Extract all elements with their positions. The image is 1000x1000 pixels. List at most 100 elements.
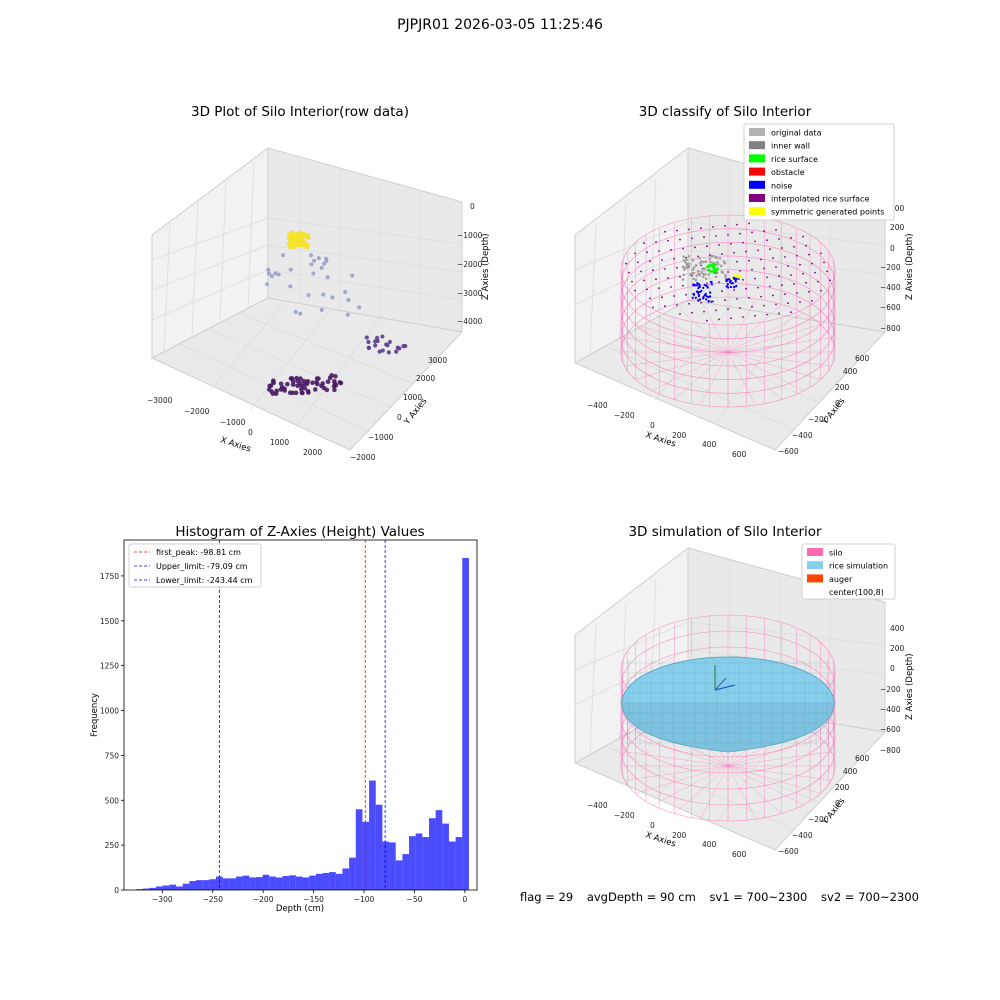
scatter-point: [316, 376, 321, 381]
cls-x-tick: −200: [614, 411, 635, 420]
rice-surface-point: [707, 265, 710, 268]
histogram-bar: [222, 878, 230, 890]
interpolated-point: [670, 286, 672, 288]
scatter-point: [384, 342, 389, 347]
histogram-bar: [309, 875, 316, 890]
original-point: [724, 276, 727, 279]
scatter-point: [377, 349, 382, 354]
scatter-point: [325, 379, 331, 385]
histogram-bar: [189, 881, 197, 890]
scatter-point: [380, 334, 385, 339]
original-point: [707, 273, 710, 276]
original-point: [694, 278, 698, 282]
scatter-point: [366, 339, 371, 345]
rice-surface-point: [707, 268, 711, 272]
scatter-point: [345, 312, 350, 317]
rice-simulation-surface: [621, 656, 835, 753]
interpolated-point: [664, 230, 666, 233]
simulation-legend: silo rice simulation auger center(100,8): [801, 543, 896, 600]
scatter-point: [366, 345, 371, 350]
scatter-point: [293, 309, 298, 314]
interpolated-point: [679, 238, 681, 241]
interpolated-point: [760, 258, 762, 261]
original-point: [692, 277, 695, 281]
x-tick-label: −100: [354, 895, 375, 904]
scatter-point: [305, 378, 311, 384]
interpolated-point: [799, 301, 801, 303]
noise-point: [707, 299, 710, 303]
scatter-point: [293, 390, 299, 396]
cls-y-label: Y Axies: [820, 396, 848, 428]
histogram-bar: [382, 841, 390, 890]
interpolated-point: [742, 316, 744, 318]
noise-point: [695, 290, 699, 293]
silo-spoke: [700, 351, 729, 406]
cls-x-tick: −400: [587, 401, 608, 410]
interpolated-point: [739, 269, 741, 272]
interpolated-point: [736, 260, 738, 263]
legend-swatch: [749, 141, 765, 150]
cls-y-tick: −200: [808, 415, 829, 424]
histogram-bar: [435, 810, 443, 890]
interpolated-point: [661, 296, 663, 299]
legend-swatch: [807, 561, 823, 570]
histogram-bar: [235, 876, 243, 890]
original-point: [703, 272, 707, 276]
silo-spoke: [727, 351, 782, 400]
silo-spoke: [727, 324, 821, 353]
scatter-point: [332, 381, 338, 386]
histogram-bar: [209, 879, 216, 890]
sim-z-tick: 0: [890, 664, 895, 673]
noise-point: [735, 284, 738, 288]
interpolated-point: [700, 264, 702, 267]
raw-x-tick: −1000: [220, 418, 246, 427]
noise-point: [694, 296, 697, 299]
symmetric-point: [737, 275, 741, 278]
noise-point: [726, 278, 730, 281]
interpolated-point: [682, 247, 684, 250]
histogram-bar: [275, 877, 283, 890]
sim-y-tick: −200: [808, 815, 829, 824]
interpolated-point: [772, 257, 774, 260]
noise-point: [710, 283, 713, 286]
original-point: [709, 260, 712, 264]
interpolated-point: [775, 266, 777, 269]
scatter-point: [306, 293, 311, 298]
interpolated-point: [814, 271, 816, 274]
scatter-point: [311, 271, 316, 276]
scatter-point: [306, 390, 311, 395]
sim-z-tick: 200: [890, 644, 905, 653]
scatter-point: [291, 242, 296, 248]
status-footer: flag = 29 avgDepth = 90 cm sv1 = 700~230…: [520, 890, 929, 904]
scatter-point: [312, 258, 317, 263]
histogram-bar: [422, 837, 429, 890]
interpolated-point: [754, 314, 756, 317]
scatter-point: [309, 262, 314, 267]
silo-spoke: [652, 351, 729, 392]
interpolated-point: [796, 254, 798, 257]
scatter-point: [287, 390, 293, 396]
raw-x-tick: −2000: [184, 407, 210, 416]
histogram-bar: [369, 780, 376, 890]
interpolated-point: [685, 293, 687, 296]
interpolated-point: [646, 288, 648, 291]
raw-x-tick: 1000: [270, 438, 289, 447]
noise-point: [692, 283, 695, 286]
scatter-point: [266, 267, 271, 272]
legend-label: Lower_limit: -243.44 cm: [156, 576, 253, 585]
histogram-x-label: Depth (cm): [276, 904, 324, 914]
original-point: [701, 275, 705, 279]
legend-label: symmetric generated points: [771, 208, 884, 217]
original-point: [710, 254, 714, 258]
silo-spoke: [727, 765, 821, 794]
interpolated-point: [700, 227, 702, 230]
sv1-value: sv1 = 700~2300: [709, 890, 808, 904]
scatter-point: [387, 339, 392, 345]
original-point: [708, 257, 712, 261]
original-point: [716, 271, 719, 274]
scatter-point: [312, 387, 318, 392]
original-point: [716, 260, 719, 264]
interpolated-point: [727, 308, 729, 311]
interpolated-point: [721, 253, 723, 255]
interpolated-point: [805, 281, 807, 284]
